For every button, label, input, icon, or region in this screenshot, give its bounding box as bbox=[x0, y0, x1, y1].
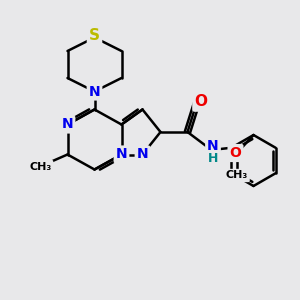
Text: N: N bbox=[62, 118, 73, 131]
Text: S: S bbox=[89, 28, 100, 44]
Text: CH₃: CH₃ bbox=[29, 161, 52, 172]
Text: O: O bbox=[230, 146, 242, 160]
Text: N: N bbox=[116, 148, 127, 161]
Text: O: O bbox=[194, 94, 208, 110]
Text: N: N bbox=[89, 85, 100, 98]
Text: N: N bbox=[207, 139, 219, 152]
Text: N: N bbox=[137, 148, 148, 161]
Text: H: H bbox=[208, 152, 218, 165]
Text: CH₃: CH₃ bbox=[226, 170, 248, 181]
